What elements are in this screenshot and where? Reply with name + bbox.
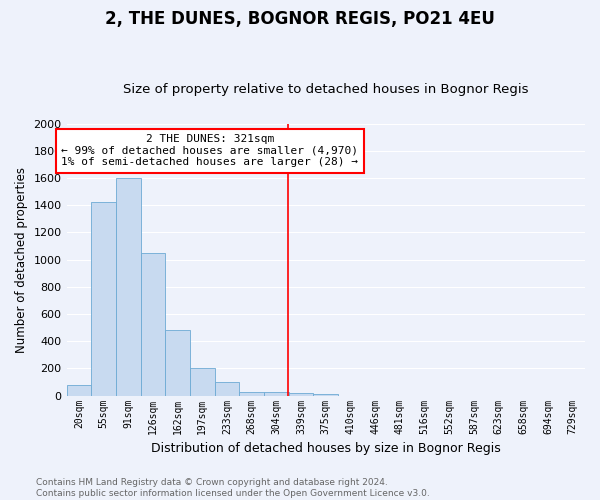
Bar <box>140 253 165 396</box>
Bar <box>289 393 313 396</box>
Bar <box>239 392 264 396</box>
Y-axis label: Number of detached properties: Number of detached properties <box>15 166 28 352</box>
Text: 2 THE DUNES: 321sqm
← 99% of detached houses are smaller (4,970)
1% of semi-deta: 2 THE DUNES: 321sqm ← 99% of detached ho… <box>61 134 358 168</box>
Bar <box>67 385 91 396</box>
X-axis label: Distribution of detached houses by size in Bognor Regis: Distribution of detached houses by size … <box>151 442 500 455</box>
Bar <box>116 178 140 396</box>
Title: Size of property relative to detached houses in Bognor Regis: Size of property relative to detached ho… <box>123 83 529 96</box>
Bar <box>190 368 215 396</box>
Bar <box>313 394 338 396</box>
Bar <box>264 392 289 396</box>
Bar <box>215 382 239 396</box>
Text: Contains HM Land Registry data © Crown copyright and database right 2024.
Contai: Contains HM Land Registry data © Crown c… <box>36 478 430 498</box>
Bar <box>91 202 116 396</box>
Text: 2, THE DUNES, BOGNOR REGIS, PO21 4EU: 2, THE DUNES, BOGNOR REGIS, PO21 4EU <box>105 10 495 28</box>
Bar <box>165 330 190 396</box>
